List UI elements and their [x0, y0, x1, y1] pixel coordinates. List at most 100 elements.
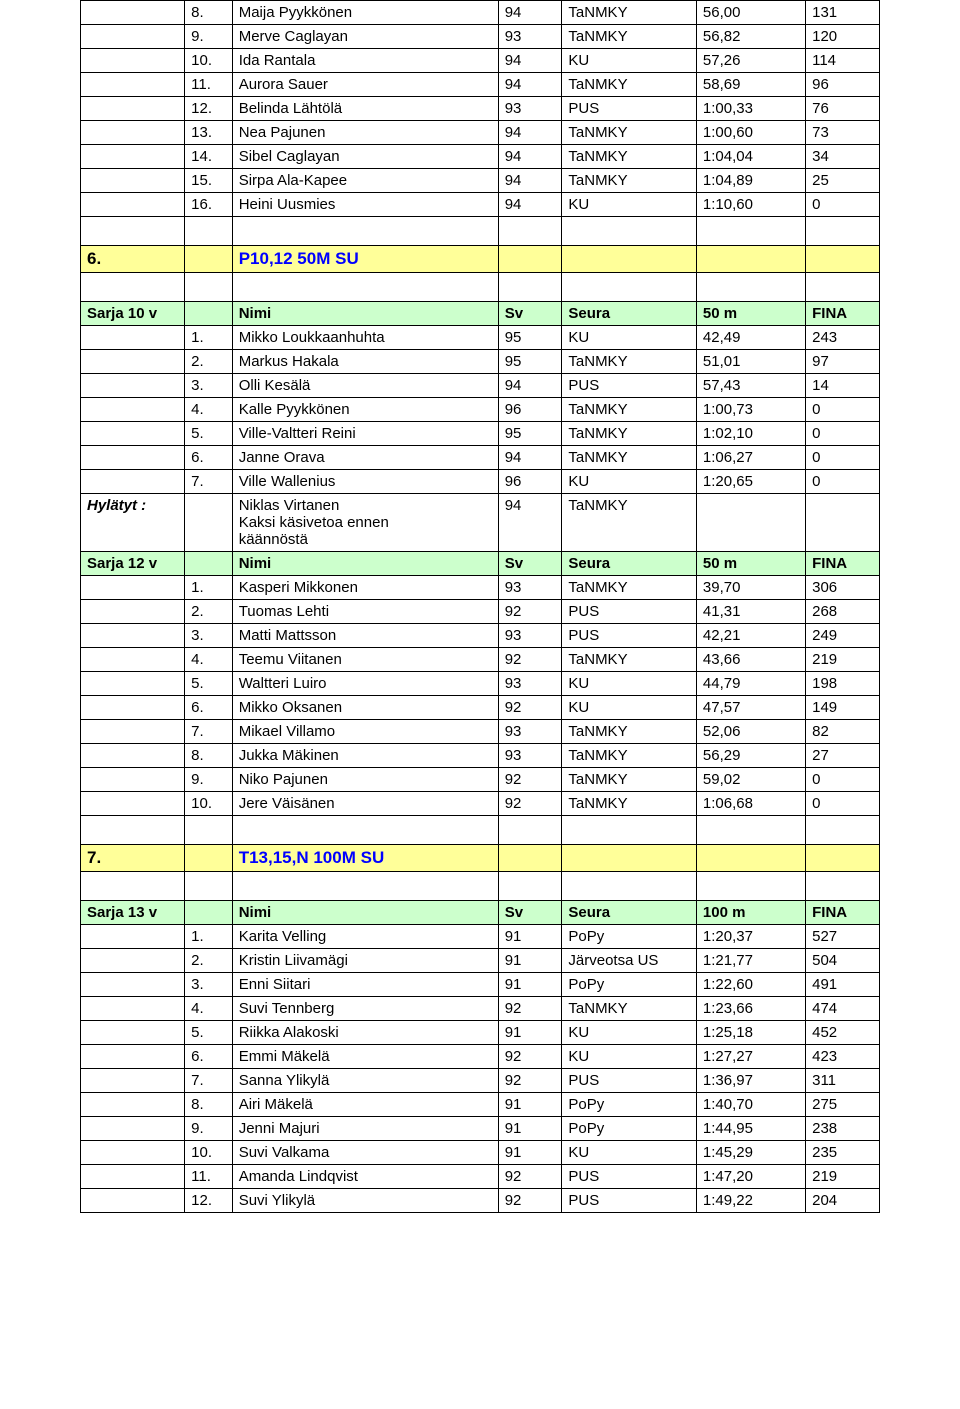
cell: 1:47,20 [696, 1165, 805, 1189]
cell: TaNMKY [562, 768, 697, 792]
cell: Jukka Mäkinen [232, 744, 498, 768]
cell: 2. [185, 350, 233, 374]
cell [81, 1117, 185, 1141]
cell: 10. [185, 1141, 233, 1165]
data-row: 10.Ida Rantala94KU57,26114 [81, 49, 880, 73]
cell: TaNMKY [562, 792, 697, 816]
cell: P10,12 50M SU [232, 246, 498, 273]
cell [498, 273, 562, 302]
cell: 8. [185, 1, 233, 25]
cell: Matti Mattsson [232, 624, 498, 648]
cell [562, 217, 697, 246]
cell: 491 [806, 973, 880, 997]
cell: 311 [806, 1069, 880, 1093]
cell [562, 872, 697, 901]
cell: Hylätyt : [81, 494, 185, 552]
cell: 96 [498, 470, 562, 494]
cell [185, 901, 233, 925]
cell: 94 [498, 49, 562, 73]
section-row: 7. T13,15,N 100M SU [81, 845, 880, 872]
cell: 56,82 [696, 25, 805, 49]
cell: PUS [562, 1189, 697, 1213]
cell: T13,15,N 100M SU [232, 845, 498, 872]
data-row: 8.Airi Mäkelä91PoPy1:40,70275 [81, 1093, 880, 1117]
blank-row [81, 816, 880, 845]
cell: TaNMKY [562, 446, 697, 470]
cell: 47,57 [696, 696, 805, 720]
cell: Seura [562, 901, 697, 925]
cell: KU [562, 1045, 697, 1069]
cell: 57,43 [696, 374, 805, 398]
cell: 94 [498, 145, 562, 169]
cell: FINA [806, 901, 880, 925]
cell [696, 494, 805, 552]
cell: Waltteri Luiro [232, 672, 498, 696]
cell [81, 121, 185, 145]
cell: 42,21 [696, 624, 805, 648]
cell [81, 49, 185, 73]
cell: 92 [498, 1069, 562, 1093]
cell [81, 1021, 185, 1045]
cell [232, 217, 498, 246]
cell [498, 246, 562, 273]
cell: Sibel Caglayan [232, 145, 498, 169]
cell: TaNMKY [562, 25, 697, 49]
cell: Järveotsa US [562, 949, 697, 973]
cell: Ida Rantala [232, 49, 498, 73]
cell: 76 [806, 97, 880, 121]
data-row: 4.Kalle Pyykkönen96TaNMKY1:00,730 [81, 398, 880, 422]
cell: 249 [806, 624, 880, 648]
cell: 7. [185, 470, 233, 494]
cell: TaNMKY [562, 1, 697, 25]
cell: 275 [806, 1093, 880, 1117]
cell: 5. [185, 422, 233, 446]
cell [696, 816, 805, 845]
cell: PoPy [562, 1117, 697, 1141]
cell [696, 217, 805, 246]
cell: 1. [185, 576, 233, 600]
cell: 1:06,68 [696, 792, 805, 816]
cell: 57,26 [696, 49, 805, 73]
cell: 0 [806, 193, 880, 217]
data-row: 4.Teemu Viitanen92TaNMKY43,66219 [81, 648, 880, 672]
cell: 243 [806, 326, 880, 350]
cell: 1:00,33 [696, 97, 805, 121]
cell: Suvi Valkama [232, 1141, 498, 1165]
cell [185, 872, 233, 901]
cell: Sirpa Ala-Kapee [232, 169, 498, 193]
data-row: 15.Sirpa Ala-Kapee94TaNMKY1:04,8925 [81, 169, 880, 193]
cell [185, 217, 233, 246]
cell [81, 1165, 185, 1189]
cell [498, 845, 562, 872]
cell [185, 816, 233, 845]
cell: Heini Uusmies [232, 193, 498, 217]
blank-row [81, 273, 880, 302]
cell [185, 494, 233, 552]
cell: 11. [185, 1165, 233, 1189]
cell: 6. [185, 1045, 233, 1069]
cell: Riikka Alakoski [232, 1021, 498, 1045]
cell: KU [562, 1021, 697, 1045]
cell: 7. [81, 845, 185, 872]
cell [81, 768, 185, 792]
cell [562, 273, 697, 302]
cell: Seura [562, 302, 697, 326]
cell: 97 [806, 350, 880, 374]
data-row: 6.Mikko Oksanen92KU47,57149 [81, 696, 880, 720]
cell [81, 1069, 185, 1093]
cell [806, 494, 880, 552]
cell: Sv [498, 901, 562, 925]
cell: Sv [498, 552, 562, 576]
cell: 58,69 [696, 73, 805, 97]
cell [81, 145, 185, 169]
cell: 1:00,60 [696, 121, 805, 145]
cell: PUS [562, 374, 697, 398]
cell [81, 872, 185, 901]
cell [185, 273, 233, 302]
cell [81, 1141, 185, 1165]
cell: KU [562, 696, 697, 720]
data-row: 9.Jenni Majuri91PoPy1:44,95238 [81, 1117, 880, 1141]
cell [498, 872, 562, 901]
cell: 4. [185, 398, 233, 422]
cell [806, 845, 880, 872]
